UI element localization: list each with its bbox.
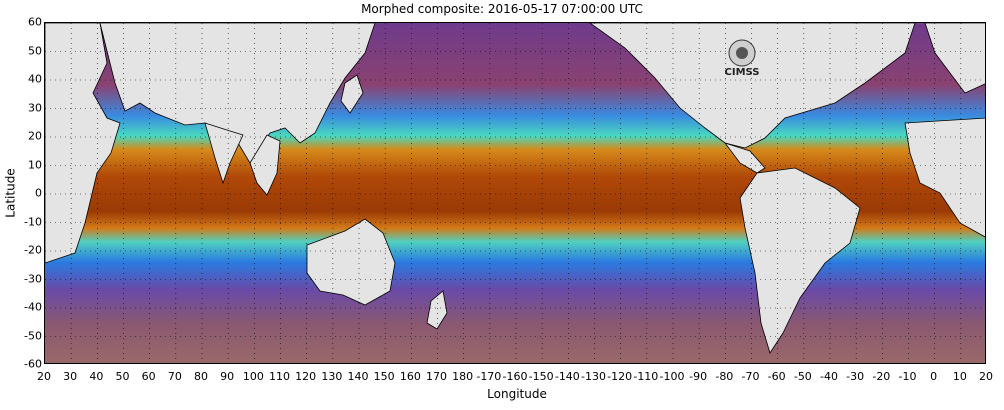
x-tick-label: 170 bbox=[426, 370, 447, 383]
x-tick-label: 90 bbox=[220, 370, 235, 383]
land-masses bbox=[45, 23, 985, 354]
svg-text:CIMSS: CIMSS bbox=[725, 67, 760, 78]
africa-landmass bbox=[45, 23, 121, 264]
water-vapor-map: CIMSS bbox=[44, 22, 986, 364]
y-tick-label: 60 bbox=[28, 15, 42, 29]
x-tick-label: 110 bbox=[269, 370, 290, 383]
x-tick-label: 60 bbox=[141, 370, 156, 383]
india-landmass bbox=[204, 122, 244, 185]
y-tick-label: 40 bbox=[28, 72, 42, 86]
y-tick-label: 20 bbox=[28, 129, 42, 143]
x-tick-label: -30 bbox=[846, 370, 865, 383]
x-tick-label: -70 bbox=[741, 370, 760, 383]
x-tick-label: 150 bbox=[373, 370, 395, 383]
x-tick-label: -150 bbox=[528, 370, 554, 383]
north-america-landmass bbox=[589, 23, 916, 149]
x-tick-label: 10 bbox=[952, 370, 967, 383]
y-tick-label: -30 bbox=[24, 272, 42, 285]
x-tick-label: 180 bbox=[452, 370, 474, 383]
x-tick-label: -100 bbox=[659, 370, 685, 383]
x-axis-label: Longitude bbox=[487, 387, 547, 401]
australia-landmass bbox=[306, 218, 396, 306]
new-zealand-landmass bbox=[426, 290, 448, 330]
south-america-landmass bbox=[739, 167, 861, 354]
x-tick-label: -90 bbox=[689, 370, 708, 383]
x-tick-label: 50 bbox=[115, 370, 130, 383]
x-tick-label: 130 bbox=[321, 370, 343, 383]
y-tick-label: -50 bbox=[24, 329, 42, 342]
x-tick-label: -10 bbox=[898, 370, 917, 383]
x-tick-label: -60 bbox=[767, 370, 786, 383]
cimss-logo: CIMSS bbox=[725, 39, 760, 78]
japan-landmass bbox=[340, 74, 364, 114]
x-tick-label: -110 bbox=[633, 370, 659, 383]
graticule bbox=[45, 23, 985, 363]
x-tick-label: -20 bbox=[872, 370, 891, 383]
x-tick-label: -130 bbox=[581, 370, 606, 383]
x-tick-label: 160 bbox=[399, 370, 421, 383]
x-tick-label: 20 bbox=[979, 370, 993, 383]
y-tick-label: 30 bbox=[28, 101, 42, 114]
x-tick-label: -140 bbox=[554, 370, 580, 383]
x-tick-label: 100 bbox=[242, 370, 264, 383]
se-asia-landmass bbox=[249, 134, 281, 196]
x-tick-label: 80 bbox=[194, 370, 208, 383]
y-tick-label: 50 bbox=[28, 44, 42, 57]
y-tick-label: -10 bbox=[24, 215, 42, 228]
x-tick-label: 140 bbox=[347, 370, 369, 383]
x-tick-label: -80 bbox=[715, 370, 734, 383]
x-tick-label: 20 bbox=[37, 370, 51, 383]
y-tick-label: -40 bbox=[24, 300, 42, 314]
y-axis-label: Latitude bbox=[3, 168, 18, 218]
africa-west-landmass bbox=[904, 117, 985, 238]
europe-landmass bbox=[924, 23, 985, 94]
y-tick-label: 10 bbox=[28, 158, 42, 171]
map-title: Morphed composite: 2016-05-17 07:00:00 U… bbox=[361, 2, 643, 16]
y-tick-label: -60 bbox=[24, 357, 42, 371]
x-tick-label: 120 bbox=[295, 370, 317, 383]
x-tick-label: -120 bbox=[607, 370, 633, 383]
x-tick-label: -50 bbox=[793, 370, 812, 383]
map-canvas: CIMSS bbox=[45, 23, 985, 363]
x-tick-label: -40 bbox=[820, 370, 838, 383]
x-tick-label: 0 bbox=[930, 370, 938, 383]
y-tick-label: -20 bbox=[24, 243, 42, 257]
x-tick-label: 40 bbox=[89, 370, 104, 383]
x-tick-label: 70 bbox=[167, 370, 182, 383]
x-tick-label: -160 bbox=[502, 370, 528, 383]
x-tick-label: 30 bbox=[63, 370, 78, 383]
y-tick-label: 0 bbox=[35, 186, 42, 200]
x-tick-label: -170 bbox=[476, 370, 502, 383]
